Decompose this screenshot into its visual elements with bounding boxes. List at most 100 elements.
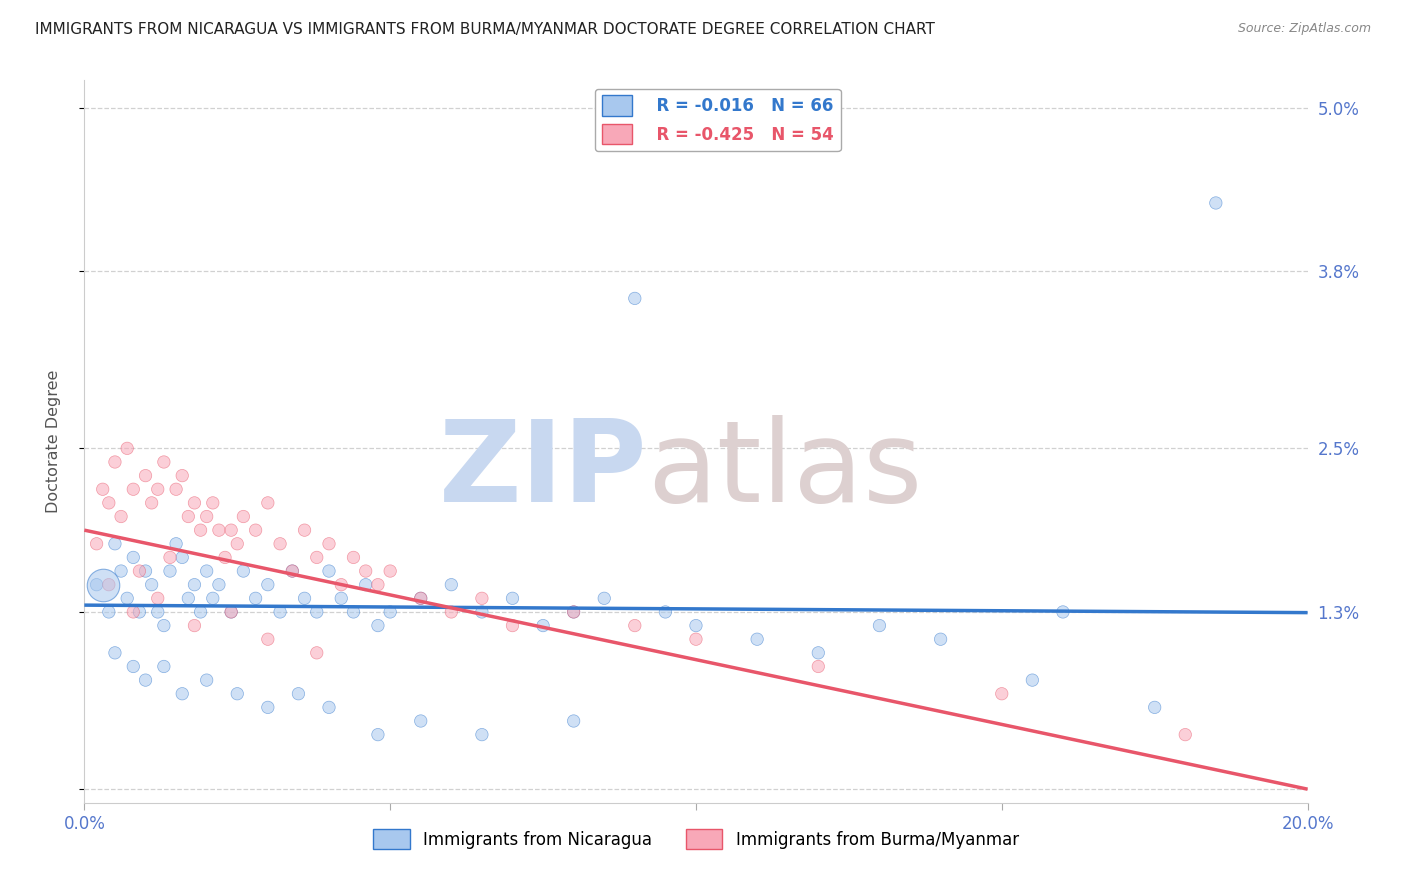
Point: [245, 523, 267, 537]
Point: [318, 700, 340, 714]
Point: [135, 673, 157, 687]
Point: [1052, 605, 1074, 619]
Point: [562, 605, 585, 619]
Point: [104, 537, 127, 551]
Point: [257, 577, 280, 591]
Point: [122, 605, 145, 619]
Point: [122, 550, 145, 565]
Point: [165, 482, 187, 496]
Point: [153, 659, 176, 673]
Point: [685, 632, 707, 647]
Point: [294, 591, 316, 606]
Point: [409, 714, 432, 728]
Point: [318, 564, 340, 578]
Point: [183, 577, 205, 591]
Point: [257, 632, 280, 647]
Point: [153, 618, 176, 632]
Point: [440, 577, 463, 591]
Point: [195, 673, 218, 687]
Point: [110, 564, 132, 578]
Point: [146, 482, 169, 496]
Point: [342, 550, 364, 565]
Text: ZIP: ZIP: [439, 415, 647, 526]
Point: [654, 605, 676, 619]
Point: [1143, 700, 1166, 714]
Point: [159, 564, 181, 578]
Point: [1174, 728, 1197, 742]
Point: [122, 482, 145, 496]
Point: [201, 496, 224, 510]
Point: [409, 591, 432, 606]
Point: [471, 591, 494, 606]
Point: [685, 618, 707, 632]
Point: [135, 468, 157, 483]
Point: [380, 564, 402, 578]
Point: [502, 618, 524, 632]
Point: [183, 496, 205, 510]
Point: [471, 605, 494, 619]
Point: [562, 605, 585, 619]
Point: [219, 605, 242, 619]
Point: [104, 455, 127, 469]
Point: [195, 509, 218, 524]
Point: [747, 632, 769, 647]
Point: [330, 591, 353, 606]
Point: [146, 591, 169, 606]
Point: [269, 605, 291, 619]
Point: [190, 523, 212, 537]
Point: [281, 564, 304, 578]
Point: [380, 605, 402, 619]
Point: [1205, 196, 1227, 211]
Point: [869, 618, 891, 632]
Point: [141, 496, 163, 510]
Point: [153, 455, 176, 469]
Point: [342, 605, 364, 619]
Point: [287, 687, 309, 701]
Point: [232, 564, 254, 578]
Point: [929, 632, 952, 647]
Point: [195, 564, 218, 578]
Point: [115, 442, 138, 456]
Point: [531, 618, 554, 632]
Point: [624, 292, 647, 306]
Point: [172, 687, 194, 701]
Point: [305, 605, 328, 619]
Point: [367, 728, 389, 742]
Point: [177, 509, 200, 524]
Point: [146, 605, 169, 619]
Point: [91, 482, 114, 496]
Point: [257, 700, 280, 714]
Point: [104, 646, 127, 660]
Point: [97, 605, 120, 619]
Point: [135, 564, 157, 578]
Point: [269, 537, 291, 551]
Point: [128, 564, 150, 578]
Point: [172, 468, 194, 483]
Point: [97, 577, 120, 591]
Point: [110, 509, 132, 524]
Point: [232, 509, 254, 524]
Point: [409, 591, 432, 606]
Point: [122, 659, 145, 673]
Point: [128, 605, 150, 619]
Point: [305, 646, 328, 660]
Text: atlas: atlas: [647, 415, 922, 526]
Point: [226, 687, 249, 701]
Point: [502, 591, 524, 606]
Point: [624, 618, 647, 632]
Point: [141, 577, 163, 591]
Point: [165, 537, 187, 551]
Point: [219, 605, 242, 619]
Point: [214, 550, 236, 565]
Legend: Immigrants from Nicaragua, Immigrants from Burma/Myanmar: Immigrants from Nicaragua, Immigrants fr…: [367, 822, 1025, 856]
Point: [257, 496, 280, 510]
Point: [807, 659, 830, 673]
Point: [245, 591, 267, 606]
Point: [226, 537, 249, 551]
Point: [86, 577, 108, 591]
Point: [183, 618, 205, 632]
Point: [367, 618, 389, 632]
Point: [190, 605, 212, 619]
Point: [471, 728, 494, 742]
Point: [367, 577, 389, 591]
